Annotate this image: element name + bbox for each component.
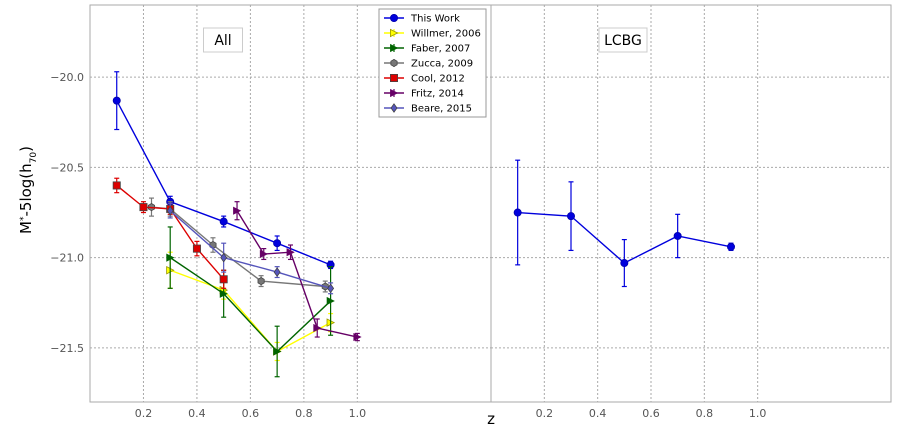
data-point	[390, 43, 399, 53]
legend-label: Beare, 2015	[411, 104, 472, 115]
data-point	[353, 332, 362, 342]
data-point	[233, 206, 242, 215]
x-tick-label: 1.0	[349, 407, 367, 420]
data-point	[273, 267, 281, 277]
legend-label: Faber, 2007	[411, 44, 470, 55]
legend-entry: This Work	[384, 14, 460, 25]
y-tick-label: −20.0	[50, 71, 84, 84]
y-tick-label: −20.5	[50, 161, 84, 174]
x-tick-label: 0.2	[135, 407, 153, 420]
legend-entry: Cool, 2012	[384, 74, 465, 85]
legend-entry: Faber, 2007	[384, 44, 470, 55]
x-tick-label: 0.4	[589, 407, 607, 420]
data-point	[389, 74, 398, 83]
series-fritz-2014	[233, 201, 362, 342]
data-point	[219, 217, 228, 226]
series-this-work	[513, 159, 736, 288]
data-point	[327, 283, 335, 294]
legend-entry: Beare, 2015	[384, 103, 472, 115]
x-tick-label: 0.2	[536, 407, 554, 420]
data-point	[257, 277, 265, 286]
legend-label: Cool, 2012	[411, 74, 465, 85]
x-axis-title: z	[487, 410, 495, 428]
data-point	[313, 323, 322, 333]
x-tick-label: 0.8	[295, 407, 313, 420]
data-point	[166, 253, 175, 262]
y-tick-label: −21.5	[50, 342, 84, 355]
panel-all: 0.2 0.4 0.6 0.8 1.0 −20.0 −20.5 −21.0 −21.5 All	[50, 4, 492, 420]
panel-label-box	[203, 27, 243, 53]
panel-lcbg: 0.2 0.4 0.6 0.8 1.0 LCBG	[490, 4, 892, 420]
x-tick-label: 0.8	[696, 407, 714, 420]
data-point	[259, 249, 269, 259]
data-point	[727, 242, 736, 251]
data-point	[112, 96, 121, 105]
series-line	[116, 100, 331, 266]
x-tick-label: 0.6	[242, 407, 260, 420]
data-point	[389, 13, 398, 22]
series-line	[169, 257, 332, 353]
legend-entry: Zucca, 2009	[384, 59, 473, 70]
panel-label: All	[214, 33, 231, 49]
data-point	[513, 208, 522, 217]
data-point	[139, 203, 148, 212]
data-point	[192, 244, 201, 253]
legend-label: Fritz, 2014	[411, 89, 464, 100]
y-axis-title: M*-5log(h70)	[17, 146, 39, 234]
data-point	[326, 296, 335, 306]
plot-frame	[490, 4, 892, 403]
series-line	[169, 210, 331, 289]
data-point	[390, 58, 398, 68]
legend-label: This Work	[410, 14, 460, 25]
data-point	[166, 205, 174, 216]
panel-label: LCBG	[604, 33, 642, 49]
series-line	[236, 210, 358, 338]
data-point	[673, 231, 682, 240]
data-point	[112, 181, 121, 190]
data-point	[286, 248, 295, 257]
data-point	[389, 28, 399, 38]
chart-panels: 0.2 0.4 0.6 0.8 1.0−20.0−20.5−21.0−21.5All0.…	[50, 4, 892, 420]
data-point	[220, 252, 228, 263]
chart-legend: This Work Willmer, 2006 Faber, 2007 Zucca, …	[378, 8, 487, 118]
x-tick-label: 0.6	[642, 407, 660, 420]
data-point	[390, 88, 399, 98]
legend-entry: Willmer, 2006	[384, 29, 481, 40]
y-tick-label: −21.0	[50, 252, 84, 265]
data-point	[390, 103, 398, 113]
legend-label: Willmer, 2006	[411, 29, 481, 40]
series-faber-2007	[166, 226, 335, 378]
data-point	[273, 239, 282, 248]
legend-label: Zucca, 2009	[411, 59, 473, 70]
series-beare-2015	[166, 202, 335, 295]
legend-entry: Fritz, 2014	[384, 89, 464, 100]
data-point	[219, 289, 228, 298]
data-point	[219, 275, 228, 284]
x-tick-label: 1.0	[749, 407, 767, 420]
data-point	[567, 212, 576, 221]
data-point	[620, 259, 629, 268]
x-tick-label: 0.4	[188, 407, 206, 420]
data-point	[273, 347, 282, 356]
panel-label-box	[598, 27, 648, 53]
series-line	[169, 269, 331, 353]
series-this-work	[112, 71, 335, 270]
